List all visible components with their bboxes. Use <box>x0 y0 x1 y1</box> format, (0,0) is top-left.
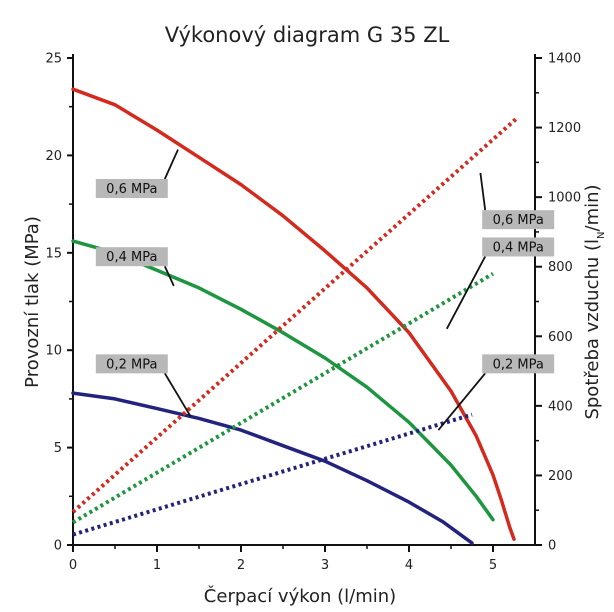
y2-tick-label: 800 <box>548 260 573 275</box>
y2-label-subscript: N <box>596 231 607 238</box>
callout-label: 0,2 MPa <box>493 357 544 372</box>
callout-label: 0,6 MPa <box>106 182 157 197</box>
callout-label: 0,4 MPa <box>493 240 544 255</box>
x-tick-label: 4 <box>405 558 413 573</box>
callout-box <box>482 210 555 230</box>
air-consumption-line <box>71 271 495 525</box>
chart-title: Výkonový diagram G 35 ZL <box>165 23 450 47</box>
series-layer <box>71 87 520 545</box>
y2-tick-label: 1400 <box>548 52 581 67</box>
air-consumption-line <box>72 412 473 537</box>
pressure-curve <box>71 87 516 541</box>
air-consumption-line <box>71 115 520 514</box>
x-tick-label: 0 <box>69 558 77 573</box>
callout-leader <box>479 172 487 211</box>
callout-label: 0,4 MPa <box>106 250 157 265</box>
callout-label: 0,2 MPa <box>106 357 157 372</box>
callout-leader <box>164 372 192 417</box>
y-tick-label: 25 <box>45 52 62 67</box>
y2-label-end: /min) <box>582 184 603 231</box>
x-axis-title: Čerpací výkon (l/min) <box>204 585 396 607</box>
callout-label: 0,6 MPa <box>493 213 544 228</box>
y2-tick-label: 400 <box>548 399 573 414</box>
pressure-curve <box>71 391 474 545</box>
callout-leader <box>163 265 175 287</box>
callout-leader <box>446 256 486 330</box>
pressure-curve <box>71 239 495 522</box>
y2-tick-label: 1000 <box>548 191 581 206</box>
x-tick-label: 3 <box>321 558 329 573</box>
y2-tick-label: 600 <box>548 330 573 345</box>
callout-leader <box>163 149 179 180</box>
y-tick-label: 15 <box>45 246 62 261</box>
y-tick-label: 20 <box>45 149 62 164</box>
callout-leader <box>437 372 486 431</box>
y-axis-title-left: Provozní tlak (MPa) <box>22 216 43 388</box>
callout-layer: 0,6 MPa 0,4 MPa 0,2 MPa 0,6 MPa 0,4 MPa 0,2 M… <box>95 149 555 431</box>
callout-box <box>95 354 168 374</box>
y-axis-title-right: Spotřeba vzduchu (lN/min) <box>582 184 607 419</box>
axes: 0 5 10 15 20 25 0 200 400 600 800 1000 1200 1400 0 1 2 3 4… <box>45 52 581 574</box>
x-tick-label: 2 <box>237 558 245 573</box>
x-tick-label: 5 <box>489 558 497 573</box>
x-tick-label: 1 <box>153 558 161 573</box>
y-tick-label: 0 <box>54 539 62 554</box>
y-tick-label: 5 <box>54 441 62 456</box>
callout-box <box>482 237 555 257</box>
callout-box <box>482 354 555 374</box>
y2-tick-label: 1200 <box>548 121 581 136</box>
y2-label-main: Spotřeba vzduchu (l <box>582 239 603 420</box>
callout-box <box>95 247 168 267</box>
y2-tick-label: 200 <box>548 469 573 484</box>
y-tick-label: 10 <box>45 344 62 359</box>
y2-tick-label: 0 <box>548 539 556 554</box>
callout-box <box>95 179 168 199</box>
